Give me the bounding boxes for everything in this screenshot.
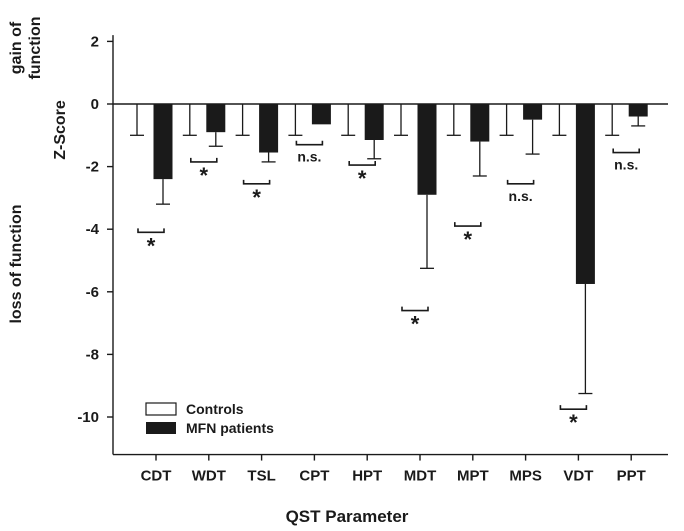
- significance-ns: n.s.: [614, 157, 638, 173]
- significance-bracket: [454, 222, 482, 227]
- y-axis-title: Z-Score: [52, 100, 69, 160]
- x-tick-label-cdt: CDT: [141, 468, 172, 485]
- significance-bracket: [401, 306, 429, 312]
- x-tick-label-cpt: CPT: [299, 468, 329, 485]
- patient-bar-tsl: [259, 104, 279, 153]
- significance-ns: n.s.: [297, 149, 321, 165]
- patient-bar-cdt: [153, 104, 173, 180]
- significance-bracket: [190, 157, 218, 163]
- significance-markers: * * * n.s. * * * n.s. * n.s.: [137, 140, 640, 435]
- legend-swatch-patients: [146, 422, 176, 434]
- x-tick-label-hpt: HPT: [352, 468, 382, 485]
- patient-bar-mdt: [417, 104, 437, 195]
- x-tick-label-mpt: MPT: [457, 468, 489, 485]
- significance-star: *: [252, 185, 261, 210]
- significance-star: *: [358, 166, 367, 191]
- y-tick-label: -8: [86, 346, 99, 363]
- patient-bar-hpt: [364, 104, 384, 140]
- significance-bracket: [137, 228, 165, 234]
- patient-bar-vdt: [575, 104, 595, 284]
- significance-bracket: [612, 148, 640, 154]
- y-label-gain-line1: gain of: [8, 21, 25, 74]
- patient-bar-mps: [523, 104, 543, 120]
- significance-ns: n.s.: [509, 188, 533, 204]
- error-bars: [130, 104, 646, 395]
- patient-bar-cpt: [311, 104, 331, 125]
- x-tick-label-mdt: MDT: [404, 468, 437, 485]
- y-tick-label: 0: [91, 96, 99, 113]
- patient-bar-mpt: [470, 104, 490, 142]
- patient-bar-wdt: [206, 104, 226, 133]
- patient-bar-ppt: [628, 104, 648, 117]
- significance-star: *: [147, 233, 156, 258]
- y-label-loss: loss of function: [8, 204, 25, 323]
- significance-bracket: [506, 179, 535, 185]
- axis-labels: QST Parameter Z-Score gain of function loss …: [8, 16, 409, 526]
- x-tick-label-mps: MPS: [509, 468, 542, 485]
- y-tick-label: -2: [86, 159, 99, 176]
- significance-star: *: [200, 163, 209, 188]
- y-tick-label: -10: [77, 409, 99, 426]
- legend: Controls MFN patients: [145, 401, 274, 436]
- y-tick-label: -6: [86, 284, 99, 301]
- x-tick-label-tsl: TSL: [247, 468, 275, 485]
- axes: 2 0 -2 -4 -6 -8 -10 CDT WDT TSL CPT HPT MDT MPT MPS VDT…: [77, 33, 668, 485]
- y-tick-label: 2: [91, 33, 99, 50]
- significance-star: *: [464, 227, 473, 252]
- significance-bracket: [559, 405, 588, 410]
- x-tick-label-ppt: PPT: [617, 468, 646, 485]
- x-axis-title: QST Parameter: [286, 507, 409, 526]
- legend-swatch-controls: [145, 402, 177, 416]
- significance-bracket: [295, 140, 324, 146]
- significance-bracket: [348, 161, 376, 166]
- legend-label-controls: Controls: [186, 401, 244, 417]
- significance-star: *: [569, 410, 578, 435]
- x-tick-label-vdt: VDT: [563, 468, 593, 485]
- bars: [153, 104, 648, 284]
- significance-star: *: [411, 312, 420, 337]
- x-tick-label-wdt: WDT: [192, 468, 226, 485]
- significance-bracket: [242, 179, 271, 185]
- y-tick-label: -4: [86, 221, 100, 238]
- y-label-gain-line2: function: [27, 16, 44, 79]
- legend-label-patients: MFN patients: [186, 420, 274, 436]
